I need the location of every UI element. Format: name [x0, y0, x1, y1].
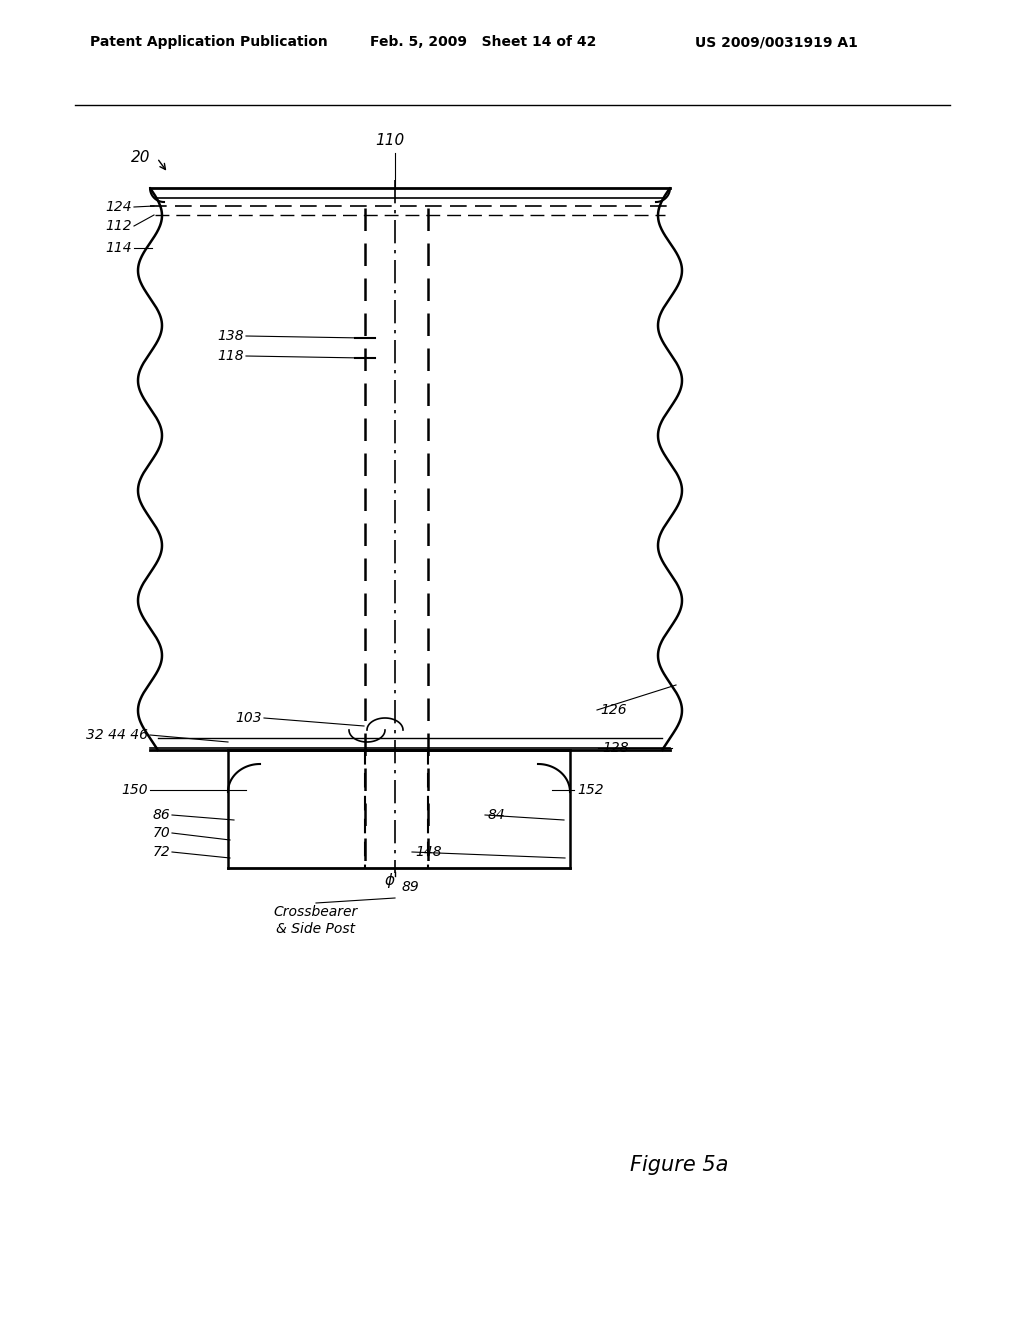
- Text: 128: 128: [602, 741, 629, 755]
- Text: $\phi$: $\phi$: [384, 870, 396, 890]
- Text: Crossbearer: Crossbearer: [273, 906, 358, 919]
- Text: & Side Post: & Side Post: [276, 921, 355, 936]
- Text: 112: 112: [105, 219, 132, 234]
- Text: 86: 86: [153, 808, 170, 822]
- Text: 138: 138: [217, 329, 244, 343]
- Text: 150: 150: [122, 783, 148, 797]
- Text: 84: 84: [488, 808, 506, 822]
- Text: Figure 5a: Figure 5a: [630, 1155, 728, 1175]
- Text: Feb. 5, 2009   Sheet 14 of 42: Feb. 5, 2009 Sheet 14 of 42: [370, 36, 596, 49]
- Text: 103: 103: [236, 711, 262, 725]
- Text: 110: 110: [376, 133, 404, 148]
- Text: 152: 152: [577, 783, 603, 797]
- Text: 20: 20: [130, 149, 150, 165]
- Text: 89: 89: [402, 880, 420, 894]
- Text: 114: 114: [105, 242, 132, 255]
- Text: US 2009/0031919 A1: US 2009/0031919 A1: [695, 36, 858, 49]
- Text: 118: 118: [217, 348, 244, 363]
- Text: 72: 72: [153, 845, 170, 859]
- Text: 32 44 46: 32 44 46: [86, 729, 148, 742]
- Text: 126: 126: [600, 704, 627, 717]
- Text: 70: 70: [153, 826, 170, 840]
- Text: 124: 124: [105, 201, 132, 214]
- Text: Patent Application Publication: Patent Application Publication: [90, 36, 328, 49]
- Text: 148: 148: [415, 845, 441, 859]
